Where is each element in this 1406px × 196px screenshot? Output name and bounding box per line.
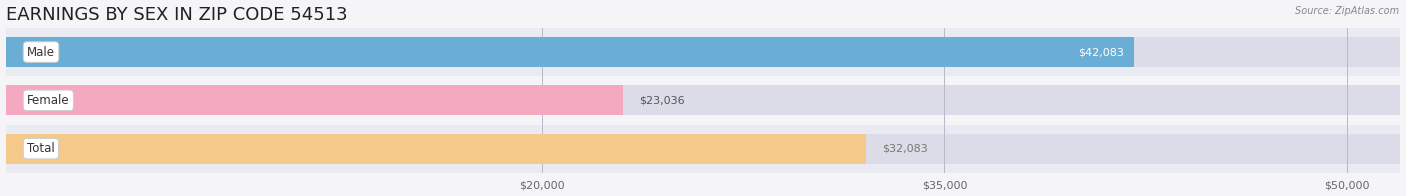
- Bar: [6, 28, 1400, 76]
- Bar: [6, 134, 1400, 164]
- Text: Male: Male: [27, 45, 55, 59]
- Bar: [6, 134, 866, 164]
- Text: $23,036: $23,036: [640, 95, 685, 105]
- Text: Female: Female: [27, 94, 70, 107]
- Bar: [6, 124, 1400, 173]
- Bar: [6, 37, 1135, 67]
- Bar: [6, 76, 1400, 124]
- Text: Source: ZipAtlas.com: Source: ZipAtlas.com: [1295, 6, 1399, 16]
- Text: Total: Total: [27, 142, 55, 155]
- Text: $32,083: $32,083: [883, 144, 928, 154]
- Bar: [6, 85, 623, 115]
- Text: $42,083: $42,083: [1078, 47, 1123, 57]
- Bar: [6, 37, 1400, 67]
- Bar: [6, 85, 1400, 115]
- Text: EARNINGS BY SEX IN ZIP CODE 54513: EARNINGS BY SEX IN ZIP CODE 54513: [6, 5, 347, 24]
